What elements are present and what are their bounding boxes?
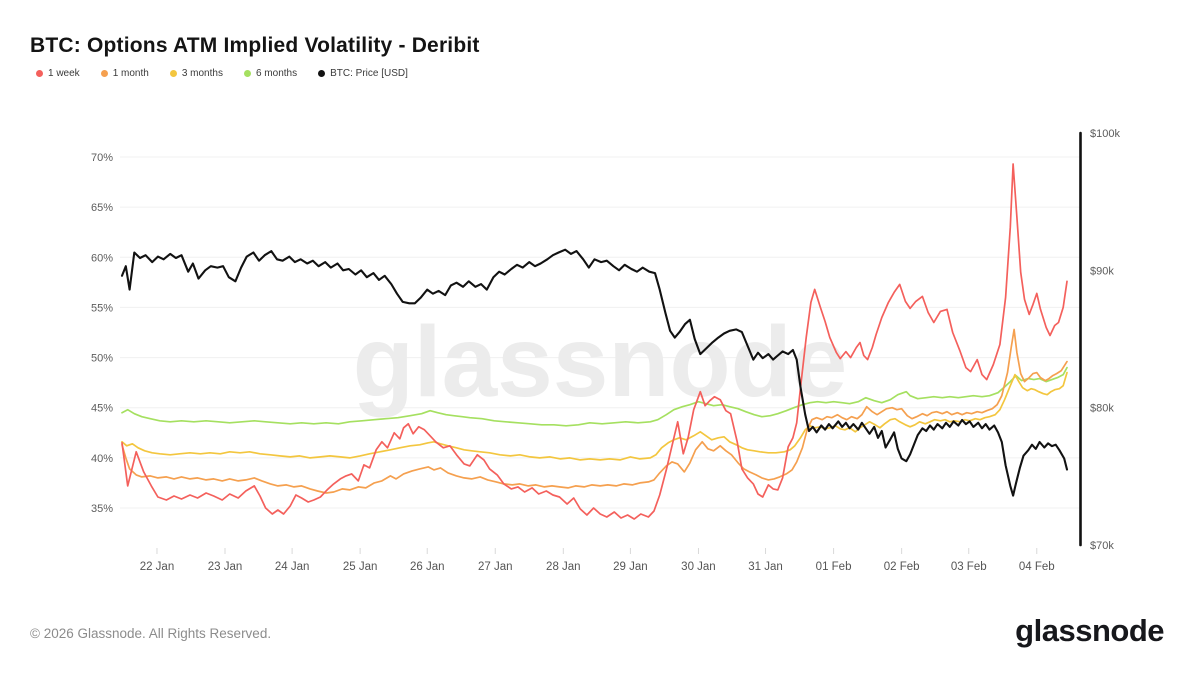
y-left-tick-label: 40% (91, 453, 113, 465)
glassnode-logo: glassnode (1015, 613, 1164, 648)
y-right-tick-label: $90k (1090, 265, 1114, 277)
legend-label: 3 months (181, 68, 223, 79)
legend-item-btc-price-usd-[interactable]: BTC: Price [USD] (318, 68, 408, 79)
y-right-tick-label: $80k (1090, 403, 1114, 415)
y-left-tick-label: 50% (91, 353, 113, 365)
chart-legend: 1 week 1 month 3 months 6 months BTC: Price … (36, 68, 408, 79)
y-left-tick-label: 35% (91, 503, 113, 515)
legend-label: 1 week (48, 68, 80, 79)
legend-label: BTC: Price [USD] (330, 68, 408, 79)
legend-item-6-months[interactable]: 6 months (243, 68, 298, 79)
legend-dot-icon (100, 70, 108, 77)
x-tick-label: 27 Jan (478, 561, 513, 573)
x-tick-label: 26 Jan (410, 561, 445, 573)
series-line-btc-price-usd- (120, 248, 1069, 497)
legend-label: 1 month (112, 68, 149, 79)
series-line-1-month (121, 328, 1068, 494)
x-tick-label: 29 Jan (613, 561, 648, 573)
series-line-1-week (121, 163, 1068, 520)
x-tick-label: 31 Jan (748, 561, 783, 573)
x-tick-label: 23 Jan (208, 561, 243, 573)
legend-dot-icon (243, 70, 251, 77)
x-tick-label: 02 Feb (884, 561, 920, 573)
y-right-tick-label: $70k (1090, 540, 1114, 552)
legend-dot-icon (36, 70, 43, 77)
x-tick-label: 24 Jan (275, 561, 310, 573)
x-tick-label: 03 Feb (951, 561, 987, 573)
y-left-tick-label: 60% (91, 252, 113, 264)
series-line-3-months (121, 371, 1068, 461)
y-left-tick-label: 70% (91, 152, 113, 164)
x-tick-label: 28 Jan (546, 561, 581, 573)
x-tick-label: 01 Feb (816, 561, 852, 573)
legend-item-3-months[interactable]: 3 months (169, 68, 223, 79)
y-right-tick-label: $100k (1090, 128, 1120, 140)
legend-dot-icon (318, 70, 326, 77)
legend-dot-icon (169, 70, 177, 77)
x-tick-label: 25 Jan (343, 561, 378, 573)
x-tick-label: 22 Jan (140, 561, 175, 573)
y-left-tick-label: 55% (91, 302, 113, 314)
y-left-tick-label: 45% (91, 403, 113, 415)
x-tick-label: 04 Feb (1019, 561, 1055, 573)
copyright-text: © 2026 Glassnode. All Rights Reserved. (30, 626, 272, 641)
page-title: BTC: Options ATM Implied Volatility - De… (30, 34, 480, 58)
x-tick-label: 30 Jan (681, 561, 716, 573)
series-line-6-months (121, 366, 1068, 427)
y-left-tick-label: 65% (91, 202, 113, 214)
glassnode-watermark: glassnode (353, 306, 848, 418)
legend-item-1-month[interactable]: 1 month (100, 68, 149, 79)
legend-item-1-week[interactable]: 1 week (36, 68, 80, 79)
legend-label: 6 months (255, 68, 298, 79)
